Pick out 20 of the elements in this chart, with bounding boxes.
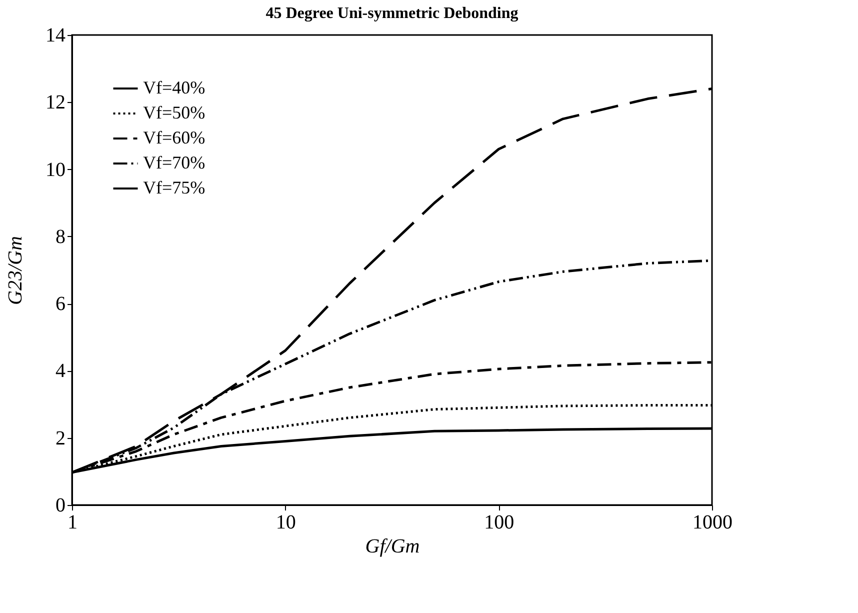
x-tick-label: 1000 — [692, 512, 732, 534]
y-axis-title: G23/Gm — [4, 236, 26, 305]
x-tick-label: 100 — [484, 512, 514, 534]
legend-label: Vf=50% — [143, 102, 206, 122]
x-tick-label: 10 — [276, 512, 296, 534]
chart-title: 45 Degree Uni-symmetric Debonding — [266, 5, 518, 22]
y-tick-label: 10 — [46, 158, 66, 181]
x-tick-label: 1 — [68, 512, 78, 534]
legend-label: Vf=60% — [143, 128, 206, 148]
y-tick-label: 0 — [56, 494, 66, 516]
y-tick-label: 2 — [56, 427, 66, 450]
y-tick-label: 6 — [56, 293, 66, 316]
x-axis-title: Gf/Gm — [365, 536, 420, 558]
legend-label: Vf=75% — [143, 178, 206, 198]
y-tick-label: 14 — [46, 24, 66, 46]
legend-label: Vf=70% — [143, 152, 206, 172]
legend-label: Vf=40% — [143, 78, 206, 98]
y-tick-label: 12 — [46, 92, 66, 114]
y-tick-label: 8 — [56, 226, 66, 248]
y-tick-label: 4 — [56, 360, 66, 382]
